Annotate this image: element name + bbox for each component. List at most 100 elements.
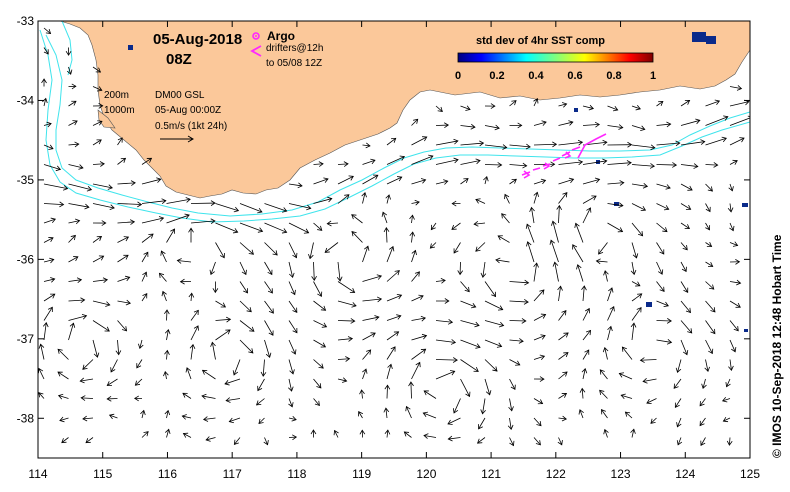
- current-arrow: [264, 203, 288, 213]
- current-arrow: [598, 242, 608, 255]
- current-arrow: [581, 285, 587, 302]
- current-arrow: [411, 361, 421, 380]
- current-arrow: [705, 242, 713, 247]
- current-arrow: [411, 333, 428, 341]
- headland: [97, 109, 116, 129]
- current-arrow: [161, 290, 167, 302]
- current-arrow: [484, 378, 492, 396]
- current-arrow: [509, 378, 516, 391]
- current-arrow: [202, 416, 216, 422]
- current-arrow: [582, 207, 592, 224]
- current-arrow: [264, 339, 272, 358]
- colorbar-tick-label: 1: [650, 70, 656, 82]
- current-arrow: [106, 395, 118, 402]
- current-arrow: [680, 139, 706, 146]
- current-arrow: [68, 297, 86, 304]
- current-arrow: [475, 242, 486, 252]
- current-arrow: [618, 372, 633, 380]
- current-arrow: [92, 255, 105, 263]
- current-arrow: [313, 161, 324, 167]
- current-arrow: [509, 122, 523, 129]
- current-arrow: [409, 231, 416, 243]
- current-arrow: [460, 300, 477, 309]
- current-arrow: [411, 249, 417, 263]
- current-arrow: [558, 139, 584, 146]
- current-arrow: [631, 203, 647, 212]
- current-arrow: [411, 271, 420, 282]
- current-arrow: [582, 104, 595, 111]
- current-arrow: [582, 307, 591, 321]
- current-arrow: [337, 194, 350, 204]
- current-arrow: [460, 105, 471, 111]
- current-arrow: [383, 227, 390, 243]
- current-arrow: [115, 339, 122, 356]
- current-arrow: [43, 201, 65, 208]
- current-arrow: [385, 194, 391, 204]
- current-arrow: [59, 416, 69, 423]
- current-arrow: [117, 236, 130, 243]
- current-arrow: [215, 203, 240, 213]
- current-arrow: [134, 378, 143, 386]
- current-arrow: [705, 339, 714, 355]
- current-arrow: [288, 339, 297, 355]
- current-arrow: [228, 417, 241, 424]
- current-arrow: [386, 314, 402, 321]
- current-arrow: [529, 206, 535, 224]
- current-arrow: [631, 183, 649, 189]
- current-arrow: [264, 320, 274, 336]
- current-arrow: [239, 320, 255, 332]
- current-arrow: [656, 162, 678, 168]
- current-arrow: [721, 397, 731, 403]
- current-arrow: [579, 387, 586, 399]
- current-arrow: [558, 310, 567, 321]
- current-arrow: [117, 201, 143, 208]
- current-arrow: [386, 331, 400, 341]
- current-arrow: [460, 140, 485, 147]
- current-arrow: [239, 242, 254, 255]
- current-arrow: [337, 356, 351, 362]
- current-arrow: [386, 176, 403, 185]
- current-arrow: [141, 251, 149, 263]
- current-arrow: [607, 160, 632, 166]
- lon-label: 123: [611, 467, 631, 481]
- current-arrow: [729, 300, 741, 308]
- current-arrow: [533, 417, 542, 427]
- current-arrow: [484, 339, 503, 348]
- current-arrow: [181, 414, 192, 420]
- lon-label: 119: [352, 467, 371, 481]
- current-arrow: [729, 279, 742, 286]
- current-arrow: [215, 300, 227, 308]
- current-arrow: [138, 339, 144, 349]
- current-arrow: [705, 300, 716, 313]
- current-arrow: [411, 315, 427, 322]
- current-arrow: [558, 102, 568, 108]
- current-arrow: [140, 409, 146, 419]
- colorbar-tick-label: 0.8: [606, 70, 621, 82]
- axis-ticks: [37, 20, 751, 458]
- current-arrow: [607, 222, 624, 233]
- current-arrow: [509, 318, 527, 324]
- current-arrow: [288, 182, 303, 189]
- current-arrow: [68, 234, 76, 243]
- current-arrow: [288, 300, 298, 313]
- current-arrow: [435, 122, 450, 129]
- current-arrow: [92, 300, 111, 307]
- current-arrow: [452, 398, 461, 414]
- current-arrow: [189, 343, 196, 360]
- current-arrow: [631, 125, 646, 131]
- current-arrow: [179, 278, 192, 285]
- current-arrow: [460, 123, 476, 130]
- current-arrow: [457, 261, 464, 276]
- current-arrow: [164, 409, 171, 419]
- current-arrow: [630, 428, 636, 438]
- current-arrow: [313, 196, 333, 204]
- current-arrow: [722, 416, 731, 423]
- current-arrow: [141, 216, 165, 224]
- current-arrow: [558, 415, 568, 422]
- current-arrow: [674, 398, 682, 408]
- current-arrow: [288, 416, 297, 422]
- current-arrow: [359, 389, 365, 399]
- current-arrow: [386, 346, 396, 360]
- lon-label: 117: [223, 467, 242, 481]
- current-arrow: [435, 278, 446, 284]
